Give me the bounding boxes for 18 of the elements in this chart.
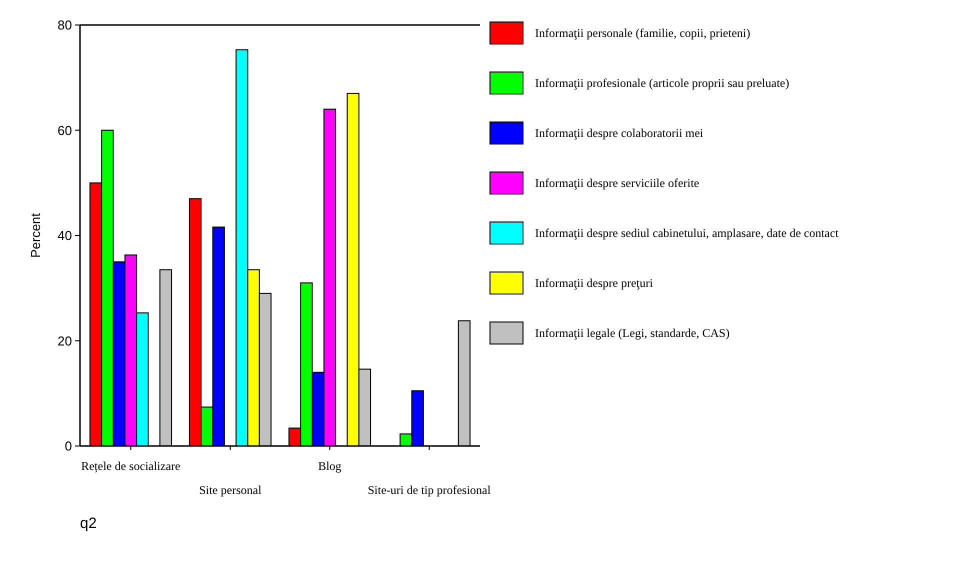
legend-label: Informaţii legale (Legi, standarde, CAS)	[535, 326, 730, 340]
y-tick-label: 40	[58, 228, 72, 244]
y-tick-label: 60	[58, 122, 72, 138]
y-axis-title: Percent	[28, 212, 43, 258]
y-tick-label: 20	[58, 333, 72, 348]
x-tick-label: Site personal	[199, 483, 262, 497]
y-tick-label: 80	[58, 18, 72, 33]
y-tick-label: 0	[64, 438, 72, 454]
legend-label: Informaţii profesionale (articole proprii sau preluate)	[535, 76, 790, 90]
legend-label: Informaţii personale (familie, copii, prieteni)	[535, 26, 750, 40]
legend-label: Informaţii despre preţuri	[535, 276, 654, 290]
x-tick-label: Blog	[318, 459, 342, 473]
text: q2	[80, 515, 97, 532]
legend-label: Informaţii despre sediul cabinetului, amplasare, date de contact	[535, 226, 840, 240]
x-tick-label: Site-uri de tip profesional	[368, 483, 492, 497]
legend-label: Informaţii despre serviciile oferite	[535, 176, 700, 190]
x-tick-label: Rețele de socializare	[81, 459, 180, 473]
legend-label: Informaţii despre colaboratorii mei	[535, 126, 704, 140]
